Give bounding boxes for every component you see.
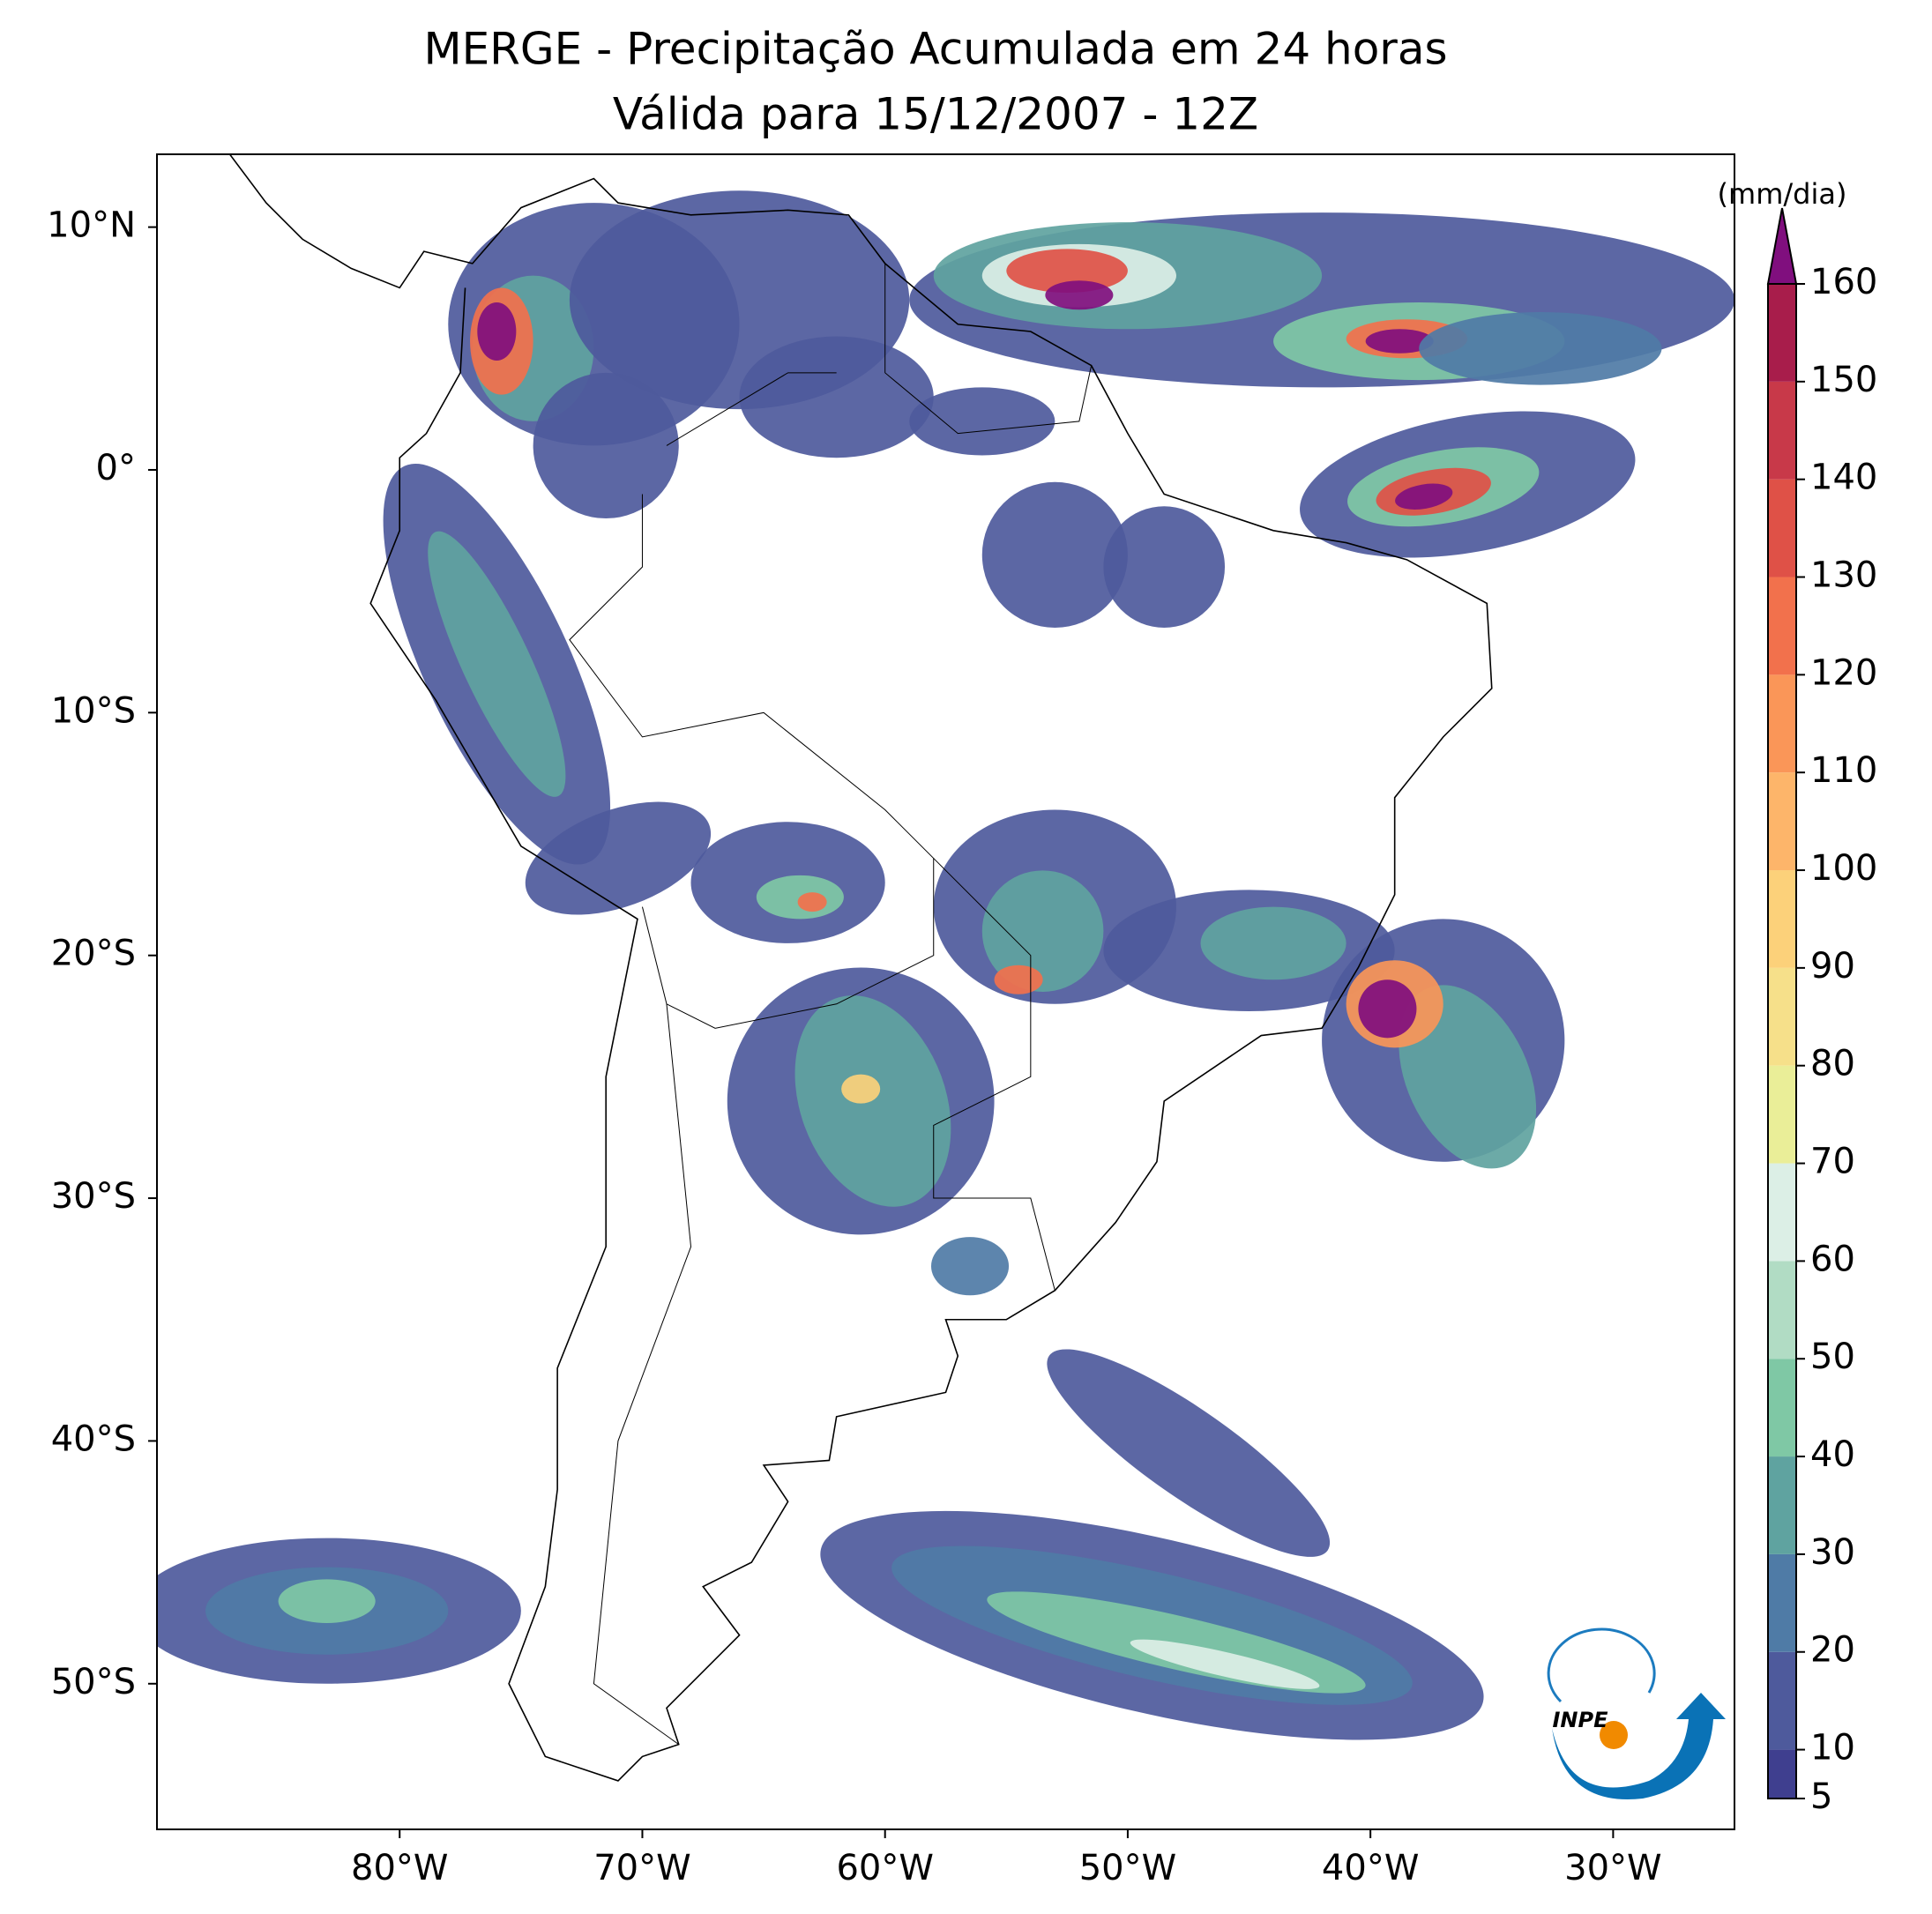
colorbar-tick-label: 120 — [1810, 652, 1877, 693]
colorbar-band — [1768, 967, 1796, 1066]
colorbar-band — [1768, 674, 1796, 773]
border — [933, 858, 1056, 1291]
colorbar-band — [1768, 1065, 1796, 1164]
y-tick-label: 20°S — [51, 934, 136, 974]
colorbar-tick-label: 5 — [1810, 1776, 1832, 1817]
precip-area — [1358, 979, 1417, 1039]
precip-area — [981, 870, 1104, 992]
x-tick-label: 80°W — [351, 1848, 448, 1888]
precip-area — [1045, 280, 1114, 310]
y-tick-label: 10°S — [51, 690, 136, 731]
precip-area — [841, 1074, 881, 1104]
colorbar-tick-label: 50 — [1810, 1337, 1855, 1377]
precip-area — [533, 372, 679, 519]
colorbar-band — [1768, 479, 1796, 577]
colorbar-band — [1768, 284, 1796, 382]
precip-area — [1103, 506, 1226, 628]
colorbar-band — [1768, 1651, 1796, 1750]
coastline — [225, 154, 1493, 1782]
x-tick-label: 70°W — [593, 1848, 690, 1888]
precip-area — [525, 801, 712, 915]
precip-area — [1200, 906, 1346, 980]
y-tick-label: 0° — [96, 448, 136, 488]
y-tick-label: 50°S — [51, 1662, 136, 1702]
colorbar-tick-label: 130 — [1810, 555, 1877, 596]
colorbar-band — [1768, 1359, 1796, 1457]
y-tick-label: 40°S — [51, 1419, 136, 1459]
x-tick-label: 40°W — [1322, 1848, 1419, 1888]
x-tick-label: 50°W — [1079, 1848, 1176, 1888]
border — [666, 372, 837, 446]
precip-area — [794, 995, 951, 1207]
precip-area — [994, 964, 1043, 994]
logo: INPE — [1547, 1627, 1726, 1799]
colorbar-band — [1768, 577, 1796, 675]
x-tick-label: 30°W — [1564, 1848, 1661, 1888]
colorbar-tick-label: 60 — [1810, 1239, 1855, 1279]
precip-area — [1395, 483, 1453, 510]
colorbar-band — [1768, 1749, 1796, 1799]
colorbar-band — [1768, 381, 1796, 480]
colorbar-tick-label: 70 — [1810, 1142, 1855, 1182]
colorbar-band — [1768, 1261, 1796, 1359]
chart-subtitle: Válida para 15/12/2007 - 12Z — [613, 89, 1258, 140]
precip-area — [930, 1237, 1010, 1296]
precip-area — [797, 892, 827, 912]
precip-area — [278, 1579, 376, 1623]
precip-area — [477, 302, 517, 361]
precip-area — [428, 531, 566, 797]
colorbar-tick-label: 30 — [1810, 1532, 1855, 1573]
colorbar-band — [1768, 1553, 1796, 1652]
logo-swoosh — [1552, 1693, 1726, 1799]
map-frame — [156, 153, 1735, 1830]
logo-dot — [1600, 1721, 1628, 1749]
colorbar-tick-label: 160 — [1810, 262, 1877, 302]
colorbar-label: (mm/dia) — [1718, 177, 1847, 211]
border — [884, 263, 1093, 435]
x-tick-label: 60°W — [836, 1848, 933, 1888]
border — [593, 1003, 692, 1746]
colorbar-tick-label: 10 — [1810, 1728, 1855, 1769]
y-tick-label: 30°S — [51, 1176, 136, 1217]
border — [569, 494, 935, 1029]
precip-area — [739, 336, 934, 458]
colorbar-band — [1768, 870, 1796, 968]
precip-area — [1365, 329, 1434, 354]
chart-title: MERGE - Precipitação Acumulada em 24 hor… — [423, 24, 1447, 75]
colorbar-frame — [1767, 283, 1797, 1799]
precip-area — [909, 387, 1056, 456]
colorbar-tick-label: 90 — [1810, 946, 1855, 987]
precip-area — [1399, 985, 1537, 1169]
colorbar-extend — [1766, 207, 1798, 285]
colorbar-tick-label: 100 — [1810, 848, 1877, 889]
colorbar-tick-label: 40 — [1810, 1434, 1855, 1475]
colorbar-band — [1768, 1456, 1796, 1554]
y-tick-label: 10°N — [47, 205, 136, 246]
map — [157, 154, 1734, 1782]
colorbar-band — [1768, 1163, 1796, 1262]
precip-area — [1419, 311, 1662, 385]
colorbar-tick-label: 150 — [1810, 360, 1877, 400]
colorbar-tick-label: 110 — [1810, 750, 1877, 791]
precip-area — [1006, 249, 1128, 293]
precip-area — [981, 481, 1128, 628]
colorbar-tick-label: 80 — [1810, 1044, 1855, 1084]
colorbar-tick-label: 20 — [1810, 1630, 1855, 1671]
precip-area — [1130, 1639, 1320, 1689]
logo-text: INPE — [1553, 1708, 1609, 1732]
colorbar-tick-label: 140 — [1810, 458, 1877, 498]
colorbar-band — [1768, 772, 1796, 871]
precip-area — [1047, 1349, 1331, 1557]
logo-arc — [1547, 1627, 1656, 1703]
